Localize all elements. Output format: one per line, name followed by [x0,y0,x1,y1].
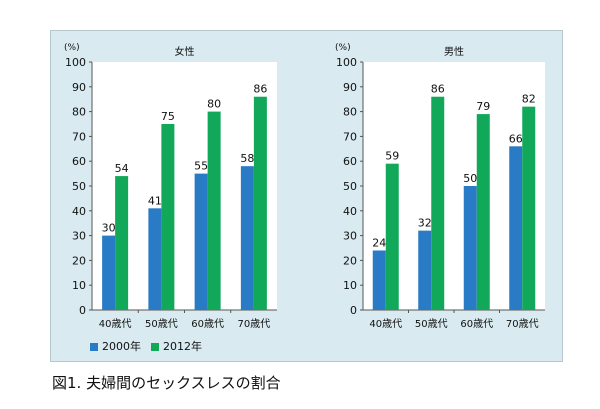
data-label: 30 [102,222,116,235]
y-tick-label: 90 [343,81,357,94]
legend-item-2000: 2000年 [90,338,141,354]
y-tick-label: 100 [336,56,357,69]
x-tick-label: 70歳代 [506,318,539,330]
y-tick-label: 20 [72,254,86,267]
y-tick-label: 0 [79,304,86,317]
bar-2000年 [418,230,432,310]
figure-caption: 図1. 夫婦間のセックスレスの割合 [52,374,281,392]
y-tick-label: 40 [343,205,357,218]
bar-2012年 [207,111,221,310]
bar-2000年 [148,208,162,310]
data-label: 24 [372,236,386,249]
x-tick-label: 40歳代 [369,318,402,330]
y-tick-label: 30 [72,230,86,243]
legend-label-2000: 2000年 [102,340,141,353]
data-label: 79 [476,100,490,113]
y-axis-unit: (%) [64,43,80,53]
y-axis-unit: (%) [335,43,351,53]
data-label: 86 [253,83,267,96]
x-tick-label: 40歳代 [99,318,132,330]
y-tick-label: 100 [65,56,86,69]
bar-2000年 [240,166,254,310]
legend-item-2012: 2012年 [151,338,202,354]
y-tick-label: 80 [72,106,86,119]
legend-swatch-2000 [90,343,98,351]
data-label: 32 [418,217,432,230]
legend-label-2012: 2012年 [163,340,202,353]
data-label: 59 [385,150,399,163]
data-label: 80 [207,98,221,111]
chart-title: 男性 [444,45,464,58]
bar-2000年 [509,146,523,310]
y-tick-label: 10 [72,279,86,292]
y-tick-label: 80 [343,106,357,119]
data-label: 75 [161,110,175,123]
bar-2012年 [431,96,445,310]
data-label: 54 [115,162,129,175]
data-label: 58 [240,152,254,165]
legend-swatch-2012 [151,343,159,351]
y-tick-label: 90 [72,81,86,94]
y-tick-label: 20 [343,254,357,267]
bar-2000年 [463,186,477,310]
x-tick-label: 70歳代 [238,318,271,330]
chart-title: 女性 [175,45,195,58]
bar-2000年 [194,173,208,310]
y-tick-label: 70 [72,130,86,143]
x-tick-label: 50歳代 [415,318,448,330]
bar-2012年 [476,114,490,310]
x-tick-label: 60歳代 [460,318,493,330]
bar-2012年 [253,96,267,310]
bar-2000年 [372,250,386,310]
data-label: 50 [463,172,477,185]
y-tick-label: 60 [72,155,86,168]
bar-2012年 [522,106,536,310]
y-tick-label: 60 [343,155,357,168]
bar-2000年 [102,235,116,310]
y-tick-label: 30 [343,230,357,243]
data-label: 66 [509,132,523,145]
x-tick-label: 50歳代 [145,318,178,330]
y-tick-label: 10 [343,279,357,292]
y-tick-label: 70 [343,130,357,143]
bar-2012年 [161,124,175,310]
data-label: 82 [522,93,536,106]
bar-2012年 [115,176,129,310]
legend: 2000年 2012年 [90,338,202,354]
data-label: 55 [194,160,208,173]
data-label: 41 [148,194,162,207]
y-tick-label: 0 [350,304,357,317]
y-tick-label: 40 [72,205,86,218]
y-tick-label: 50 [72,180,86,193]
x-tick-label: 60歳代 [191,318,224,330]
data-label: 86 [431,83,445,96]
y-tick-label: 50 [343,180,357,193]
bar-2012年 [385,163,399,310]
